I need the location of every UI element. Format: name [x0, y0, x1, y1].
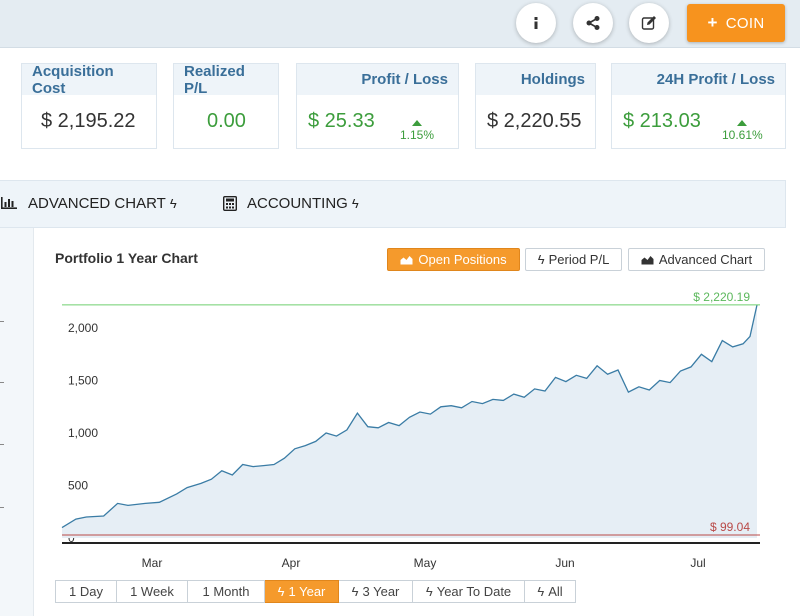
rail-tick [0, 321, 4, 322]
plus-icon: + [707, 13, 718, 32]
stat-label: 24H Profit / Loss [612, 64, 785, 95]
stat-value: $ 213.03 [623, 110, 701, 132]
period-label: 1 Month [202, 584, 250, 599]
period-1-month[interactable]: 1 Month [188, 580, 265, 603]
stat-change: 1.15% [397, 120, 437, 142]
stat-label: Profit / Loss [297, 64, 458, 95]
x-tick-label: Jun [555, 556, 574, 570]
period-label: 1 Year [288, 584, 326, 599]
period-year-to-date[interactable]: ϟ Year To Date [413, 580, 525, 603]
chart-tabs-bar [0, 180, 786, 228]
bolt-icon: ϟ [537, 584, 545, 599]
min-label: $ 99.04 [710, 520, 750, 534]
stat-realized-pl: Realized P/L 0.00 [173, 63, 279, 149]
stat-change: 10.61% [722, 120, 763, 142]
stat-24h-profit-loss: 24H Profit / Loss $ 213.03 10.61% [611, 63, 786, 149]
edit-icon [641, 16, 656, 30]
x-tick-label: Apr [282, 556, 301, 570]
tab-advanced-chart[interactable]: ADVANCED CHART ϟ [0, 180, 177, 226]
bolt-icon: ϟ [351, 584, 359, 599]
bolt-icon: ϟ [169, 195, 177, 211]
area-chart-icon [400, 255, 413, 264]
rail-tick [0, 382, 4, 383]
stat-label: Holdings [476, 64, 595, 95]
tab-accounting[interactable]: ACCOUNTING ϟ [223, 180, 359, 226]
open-positions-button[interactable]: Open Positions [387, 248, 520, 271]
max-label: $ 2,220.19 [693, 290, 750, 304]
chart-title: Portfolio 1 Year Chart [55, 250, 198, 266]
share-button[interactable] [573, 3, 613, 43]
up-triangle-icon [412, 120, 422, 126]
share-icon [586, 16, 600, 30]
bar-chart-icon [1, 197, 17, 209]
stat-holdings: Holdings $ 2,220.55 [475, 63, 596, 149]
area-chart-icon [641, 255, 654, 264]
y-tick-label: 1,000 [68, 426, 98, 440]
x-tick-label: Mar [142, 556, 163, 570]
advanced-chart-label: Advanced Chart [658, 252, 753, 267]
stat-value: $ 2,195.22 [41, 110, 136, 132]
y-tick-label: 1,500 [68, 374, 98, 388]
calculator-icon [223, 195, 237, 211]
rail-tick [0, 507, 4, 508]
series-area [62, 304, 757, 538]
period-pl-button[interactable]: ϟ Period P/L [525, 248, 622, 271]
period-label: 1 Week [130, 584, 174, 599]
stat-value: $ 2,220.55 [487, 110, 582, 132]
info-icon [534, 17, 538, 29]
period-label: All [548, 584, 563, 599]
stat-label: Realized P/L [174, 63, 278, 97]
bolt-icon: ϟ [277, 584, 285, 599]
stat-profit-loss: Profit / Loss $ 25.33 1.15% [296, 63, 459, 149]
bolt-icon: ϟ [425, 584, 433, 599]
info-button[interactable] [516, 3, 556, 43]
period-1-week[interactable]: 1 Week [117, 580, 188, 603]
period-pl-label: Period P/L [548, 252, 610, 267]
series-line [61, 304, 758, 529]
tab-accounting-label: ACCOUNTING [247, 194, 348, 212]
stat-value: 0.00 [207, 110, 246, 132]
stat-label: Acquisition Cost [22, 63, 156, 97]
period-1-day[interactable]: 1 Day [55, 580, 117, 603]
rail-tick [0, 444, 4, 445]
add-coin-button[interactable]: + COIN [687, 4, 785, 42]
stat-value: $ 25.33 [308, 110, 375, 132]
bolt-icon: ϟ [351, 195, 359, 211]
bolt-icon: ϟ [537, 252, 545, 267]
up-triangle-icon [737, 120, 747, 126]
period-all[interactable]: ϟ All [525, 580, 576, 603]
x-tick-label: May [414, 556, 437, 570]
period-label: 3 Year [362, 584, 400, 599]
stat-change-value: 10.61% [722, 128, 763, 142]
advanced-chart-button[interactable]: Advanced Chart [628, 248, 765, 271]
period-label: Year To Date [436, 584, 512, 599]
open-positions-label: Open Positions [418, 252, 507, 267]
tab-advanced-chart-label: ADVANCED CHART [28, 194, 166, 212]
stat-change-value: 1.15% [399, 128, 435, 142]
y-tick-label: 500 [68, 479, 88, 493]
edit-button[interactable] [629, 3, 669, 43]
left-rail [0, 228, 34, 616]
add-coin-label: COIN [725, 14, 765, 32]
y-tick-label: 2,000 [68, 321, 98, 335]
x-tick-label: Jul [690, 556, 705, 570]
stat-acquisition-cost: Acquisition Cost $ 2,195.22 [21, 63, 157, 149]
period-label: 1 Day [69, 584, 103, 599]
